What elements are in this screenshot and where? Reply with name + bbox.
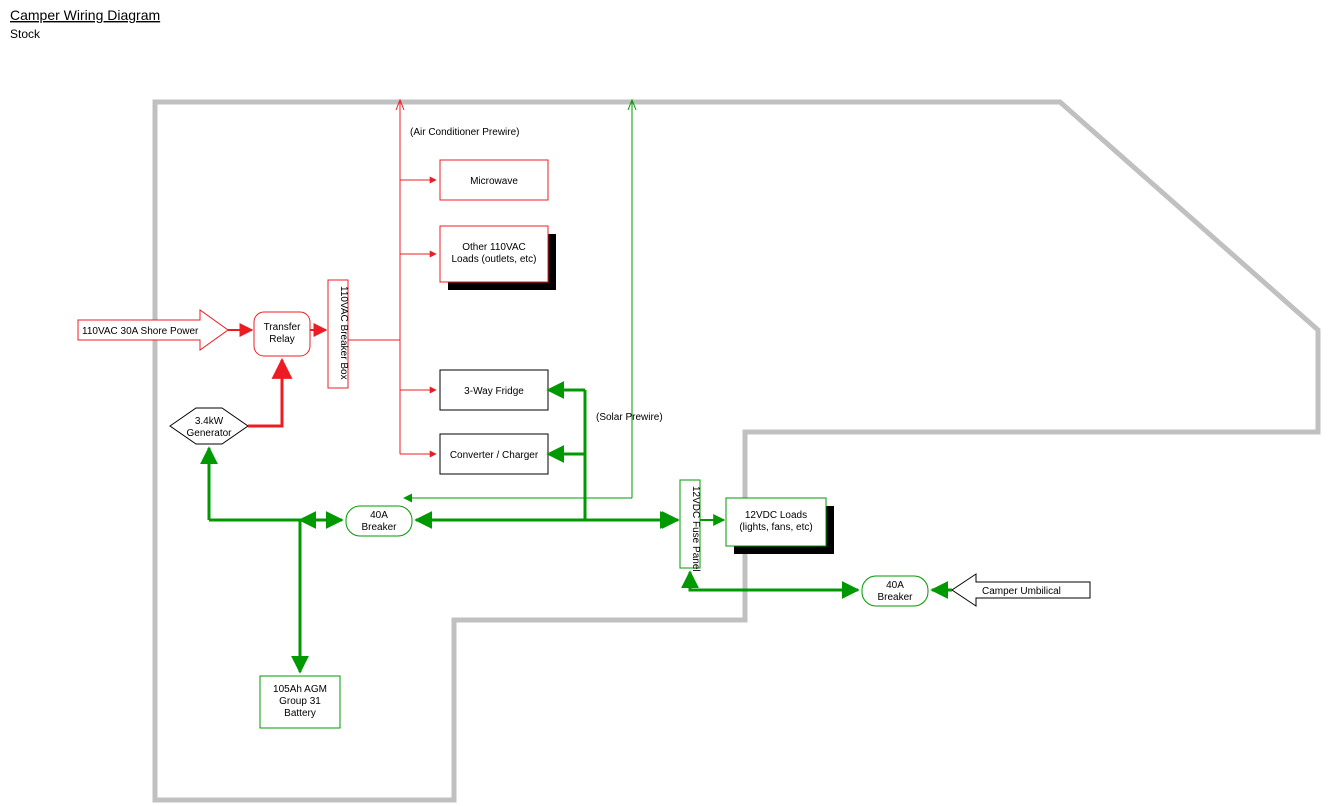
- battery-label-3: Battery: [284, 708, 316, 719]
- diagram-title: Camper Wiring Diagram: [10, 7, 160, 23]
- breaker-40a-left-l1: 40A: [370, 510, 388, 521]
- breaker-box-label: 110VAC Breaker Box: [338, 286, 349, 380]
- generator-label-2: Generator: [186, 428, 232, 439]
- transfer-relay-label-2: Relay: [269, 334, 295, 345]
- microwave-label: Microwave: [470, 176, 518, 187]
- breaker-40a-right-l2: Breaker: [877, 592, 913, 603]
- breaker-40a-left-l2: Breaker: [361, 522, 397, 533]
- solar-prewire-label: (Solar Prewire): [596, 412, 663, 423]
- converter-label: Converter / Charger: [450, 450, 539, 461]
- wire-40a-right-to-fuse: [690, 572, 858, 590]
- other-ac-label-2: Loads (outlets, etc): [451, 254, 536, 265]
- wiring-diagram: Camper Wiring Diagram Stock 110VAC 30A S…: [0, 0, 1338, 806]
- battery-label-1: 105Ah AGM: [273, 684, 327, 695]
- other-ac-label-1: Other 110VAC: [462, 242, 526, 253]
- fuse-panel-label: 12VDC Fuse Panel: [690, 486, 701, 572]
- breaker-40a-right-l1: 40A: [886, 580, 904, 591]
- wire-gen-to-relay: [248, 360, 282, 426]
- dc-loads-label-2: (lights, fans, etc): [739, 522, 812, 533]
- battery-label-2: Group 31: [279, 696, 321, 707]
- transfer-relay-label-1: Transfer: [264, 322, 302, 333]
- shore-power-label: 110VAC 30A Shore Power: [82, 326, 199, 337]
- ac-prewire-label: (Air Conditioner Prewire): [410, 127, 519, 138]
- umbilical-label: Camper Umbilical: [982, 586, 1061, 597]
- generator-label-1: 3.4kW: [195, 416, 224, 427]
- umbilical-arrow: Camper Umbilical: [952, 574, 1090, 606]
- dc-loads-label-1: 12VDC Loads: [745, 510, 807, 521]
- fridge-label: 3-Way Fridge: [464, 386, 524, 397]
- diagram-subtitle: Stock: [10, 27, 41, 41]
